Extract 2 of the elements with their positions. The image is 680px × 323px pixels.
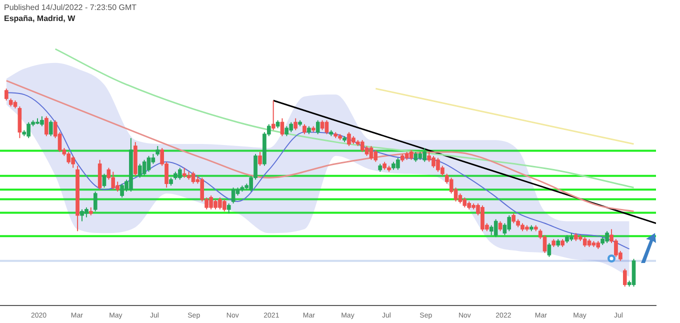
text: Published 14/Jul/2022 - 7:23:50 GMT bbox=[4, 2, 137, 13]
chart-title: España, Madrid, W bbox=[4, 13, 76, 24]
